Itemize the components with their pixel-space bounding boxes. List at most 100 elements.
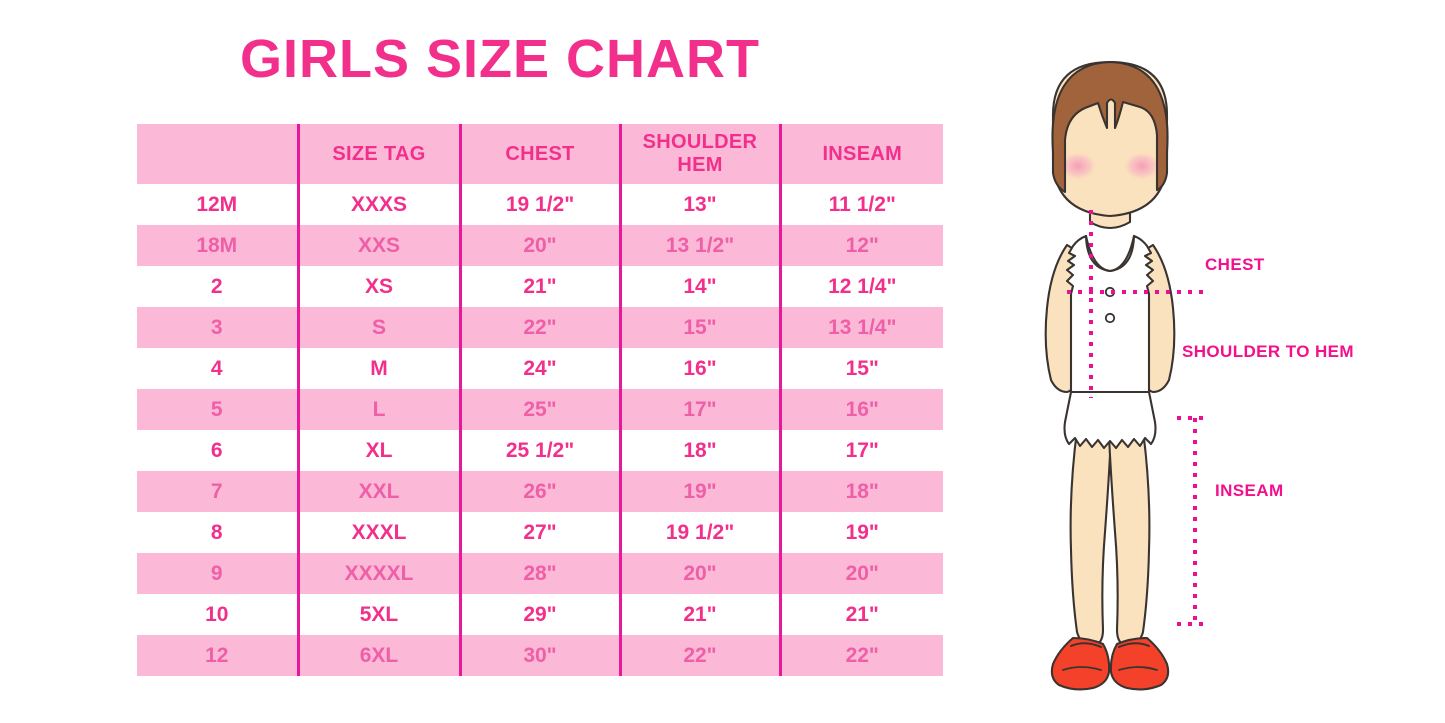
column-header-size-tag: SIZE TAG xyxy=(296,124,460,184)
size-chart-table: SIZE TAG CHEST SHOULDER HEM INSEAM 12M X… xyxy=(137,124,943,676)
cell-chest: 29" xyxy=(458,594,620,635)
cell-shoulder-hem: 18" xyxy=(618,430,780,471)
cell-size-tag: 5XL xyxy=(296,594,460,635)
table-row: 10 5XL 29" 21" 21" xyxy=(137,594,943,635)
blush-right-icon xyxy=(1122,151,1162,181)
cell-chest: 25" xyxy=(458,389,620,430)
cell-inseam: 11 1/2" xyxy=(778,184,943,225)
cell-inseam: 13 1/4" xyxy=(778,307,943,348)
cell-chest: 27" xyxy=(458,512,620,553)
cell-size: 8 xyxy=(137,512,298,553)
cell-size-tag: M xyxy=(296,348,460,389)
column-header-chest: CHEST xyxy=(458,124,620,184)
cell-size: 2 xyxy=(137,266,298,307)
cell-inseam: 15" xyxy=(778,348,943,389)
cell-inseam: 22" xyxy=(778,635,943,676)
table-row: 2 XS 21" 14" 12 1/4" xyxy=(137,266,943,307)
hair-shape xyxy=(1051,60,1169,194)
cell-shoulder-hem: 13" xyxy=(618,184,780,225)
button-bottom-icon xyxy=(1104,312,1116,324)
column-header-size xyxy=(137,124,298,184)
girl-figure-illustration xyxy=(985,40,1235,700)
table-row: 5 L 25" 17" 16" xyxy=(137,389,943,430)
chest-callout-label: CHEST xyxy=(1205,255,1265,274)
cell-shoulder-hem: 20" xyxy=(618,553,780,594)
cell-shoulder-hem: 14" xyxy=(618,266,780,307)
table-row: 6 XL 25 1/2" 18" 17" xyxy=(137,430,943,471)
cell-inseam: 12" xyxy=(778,225,943,266)
cell-chest: 28" xyxy=(458,553,620,594)
table-row: 18M XXS 20" 13 1/2" 12" xyxy=(137,225,943,266)
cell-size: 12M xyxy=(137,184,298,225)
right-leg-shape xyxy=(1107,428,1151,648)
cell-size: 18M xyxy=(137,225,298,266)
cell-size: 6 xyxy=(137,430,298,471)
cell-shoulder-hem: 17" xyxy=(618,389,780,430)
size-chart-table-container: SIZE TAG CHEST SHOULDER HEM INSEAM 12M X… xyxy=(137,124,943,676)
cell-shoulder-hem: 16" xyxy=(618,348,780,389)
cell-size-tag: L xyxy=(296,389,460,430)
cell-size-tag: XL xyxy=(296,430,460,471)
cell-size-tag: XXL xyxy=(296,471,460,512)
cell-shoulder-hem: 19 1/2" xyxy=(618,512,780,553)
bloomer-shape xyxy=(1063,390,1157,450)
cell-size-tag: S xyxy=(296,307,460,348)
page-title: GIRLS SIZE CHART xyxy=(239,29,760,89)
shoulder-to-hem-callout-label: SHOULDER TO HEM xyxy=(1182,342,1354,361)
cell-inseam: 17" xyxy=(778,430,943,471)
neckline-shape xyxy=(1084,234,1136,273)
cell-size-tag: XXS xyxy=(296,225,460,266)
left-shoe-toe-shape xyxy=(1062,666,1102,671)
cell-shoulder-hem: 19" xyxy=(618,471,780,512)
cell-size: 7 xyxy=(137,471,298,512)
cell-size: 10 xyxy=(137,594,298,635)
column-header-inseam: INSEAM xyxy=(778,124,943,184)
blush-left-icon xyxy=(1058,151,1098,181)
cell-size: 5 xyxy=(137,389,298,430)
cell-inseam: 20" xyxy=(778,553,943,594)
cell-size-tag: 6XL xyxy=(296,635,460,676)
table-row: 12M XXXS 19 1/2" 13" 11 1/2" xyxy=(137,184,943,225)
cell-size: 3 xyxy=(137,307,298,348)
table-header-row: SIZE TAG CHEST SHOULDER HEM INSEAM xyxy=(137,124,943,184)
cell-inseam: 12 1/4" xyxy=(778,266,943,307)
cell-inseam: 16" xyxy=(778,389,943,430)
cell-inseam: 18" xyxy=(778,471,943,512)
right-shoe-shape xyxy=(1109,636,1170,691)
cell-shoulder-hem: 15" xyxy=(618,307,780,348)
cell-size-tag: XXXXL xyxy=(296,553,460,594)
cell-chest: 24" xyxy=(458,348,620,389)
table-row: 7 XXL 26" 19" 18" xyxy=(137,471,943,512)
column-header-shoulder-hem: SHOULDER HEM xyxy=(618,124,780,184)
table-row: 8 XXXL 27" 19 1/2" 19" xyxy=(137,512,943,553)
cell-size: 4 xyxy=(137,348,298,389)
inseam-callout-label: INSEAM xyxy=(1215,481,1284,500)
cell-chest: 21" xyxy=(458,266,620,307)
cell-shoulder-hem: 21" xyxy=(618,594,780,635)
cell-chest: 25 1/2" xyxy=(458,430,620,471)
cell-inseam: 21" xyxy=(778,594,943,635)
cell-size-tag: XXXL xyxy=(296,512,460,553)
cell-chest: 26" xyxy=(458,471,620,512)
right-shoe-toe-shape xyxy=(1118,666,1158,671)
cell-chest: 19 1/2" xyxy=(458,184,620,225)
cell-size: 12 xyxy=(137,635,298,676)
cell-size-tag: XXXS xyxy=(296,184,460,225)
left-leg-shape xyxy=(1069,428,1113,648)
cell-shoulder-hem: 22" xyxy=(618,635,780,676)
table-header: SIZE TAG CHEST SHOULDER HEM INSEAM xyxy=(137,124,943,184)
table-row: 4 M 24" 16" 15" xyxy=(137,348,943,389)
cell-chest: 20" xyxy=(458,225,620,266)
cell-chest: 22" xyxy=(458,307,620,348)
right-shoe-strap-shape xyxy=(1118,642,1150,648)
cell-size-tag: XS xyxy=(296,266,460,307)
table-body: 12M XXXS 19 1/2" 13" 11 1/2" 18M XXS 20"… xyxy=(137,184,943,676)
cell-chest: 30" xyxy=(458,635,620,676)
table-row: 12 6XL 30" 22" 22" xyxy=(137,635,943,676)
cell-size: 9 xyxy=(137,553,298,594)
left-shoe-shape xyxy=(1050,636,1111,691)
cell-inseam: 19" xyxy=(778,512,943,553)
table-row: 3 S 22" 15" 13 1/4" xyxy=(137,307,943,348)
cell-shoulder-hem: 13 1/2" xyxy=(618,225,780,266)
table-row: 9 XXXXL 28" 20" 20" xyxy=(137,553,943,594)
